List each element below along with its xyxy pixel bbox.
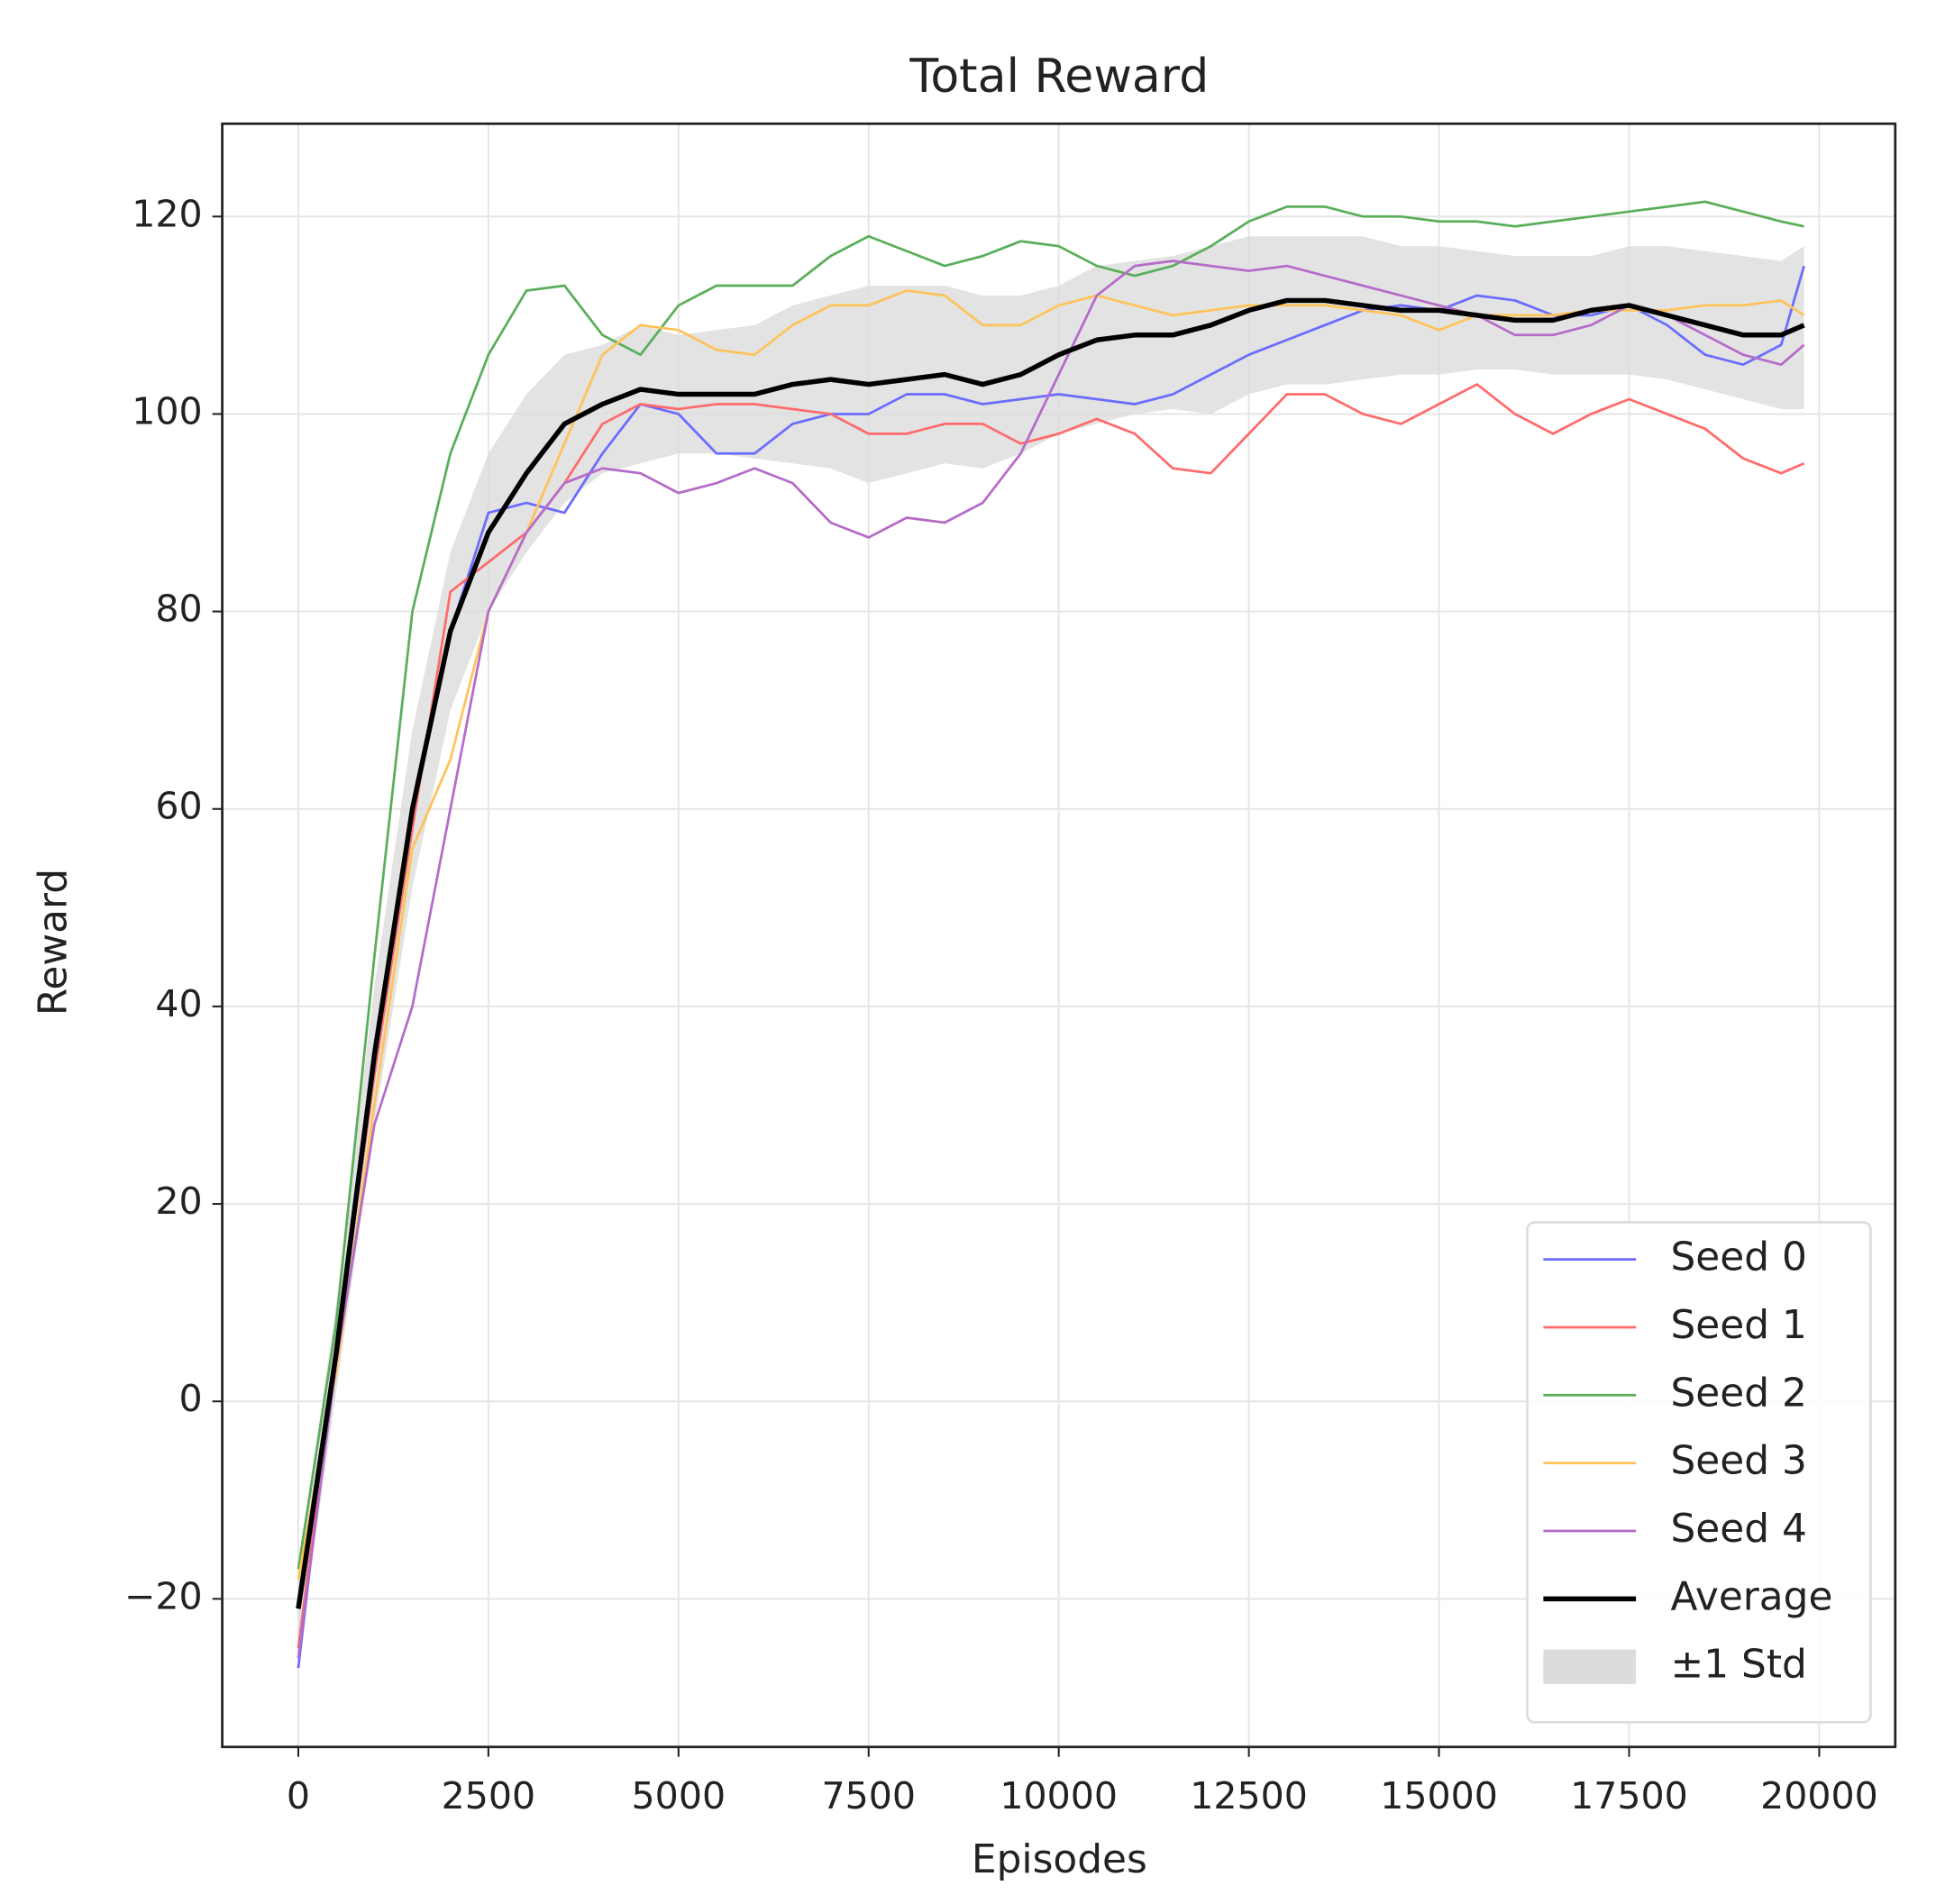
x-axis-label: Episodes [972, 1836, 1147, 1882]
x-tick-label: 12500 [1190, 1774, 1308, 1817]
x-tick-label: 7500 [821, 1774, 916, 1817]
x-tick-label: 0 [287, 1774, 310, 1817]
x-tick-label: 15000 [1380, 1774, 1498, 1817]
series-line [297, 200, 1804, 1570]
series-line [297, 289, 1805, 1580]
y-tick-label: 0 [179, 1377, 203, 1420]
x-tick-label: 2500 [442, 1774, 536, 1817]
legend-label: Seed 1 [1670, 1302, 1806, 1348]
plot-frame [221, 122, 1897, 1749]
legend-label: Average [1670, 1573, 1832, 1619]
y-tick-label: 20 [155, 1180, 202, 1223]
legend-label: Seed 0 [1670, 1234, 1806, 1280]
y-tick-label: 100 [132, 389, 202, 433]
y-axis-label: Reward [31, 869, 77, 1016]
legend-label: ±1 Std [1670, 1642, 1806, 1688]
legend-label: Seed 4 [1670, 1506, 1806, 1552]
x-tick-label: 17500 [1570, 1774, 1688, 1817]
chart-title: Total Reward [909, 50, 1209, 104]
x-tick-label: 10000 [1000, 1774, 1118, 1817]
y-tick-label: 120 [132, 192, 202, 235]
x-tick-label: 5000 [632, 1774, 726, 1817]
y-tick-label: −20 [124, 1574, 203, 1617]
legend-label: Seed 2 [1670, 1370, 1806, 1416]
x-tick-label: 20000 [1760, 1774, 1878, 1817]
y-tick-label: 80 [155, 588, 202, 631]
legend-swatch [1543, 1649, 1637, 1684]
y-tick-label: 40 [155, 982, 202, 1025]
series-line [297, 260, 1805, 1659]
legend-label: Seed 3 [1670, 1438, 1806, 1484]
y-tick-label: 60 [155, 785, 202, 828]
series-line [296, 297, 1805, 1609]
